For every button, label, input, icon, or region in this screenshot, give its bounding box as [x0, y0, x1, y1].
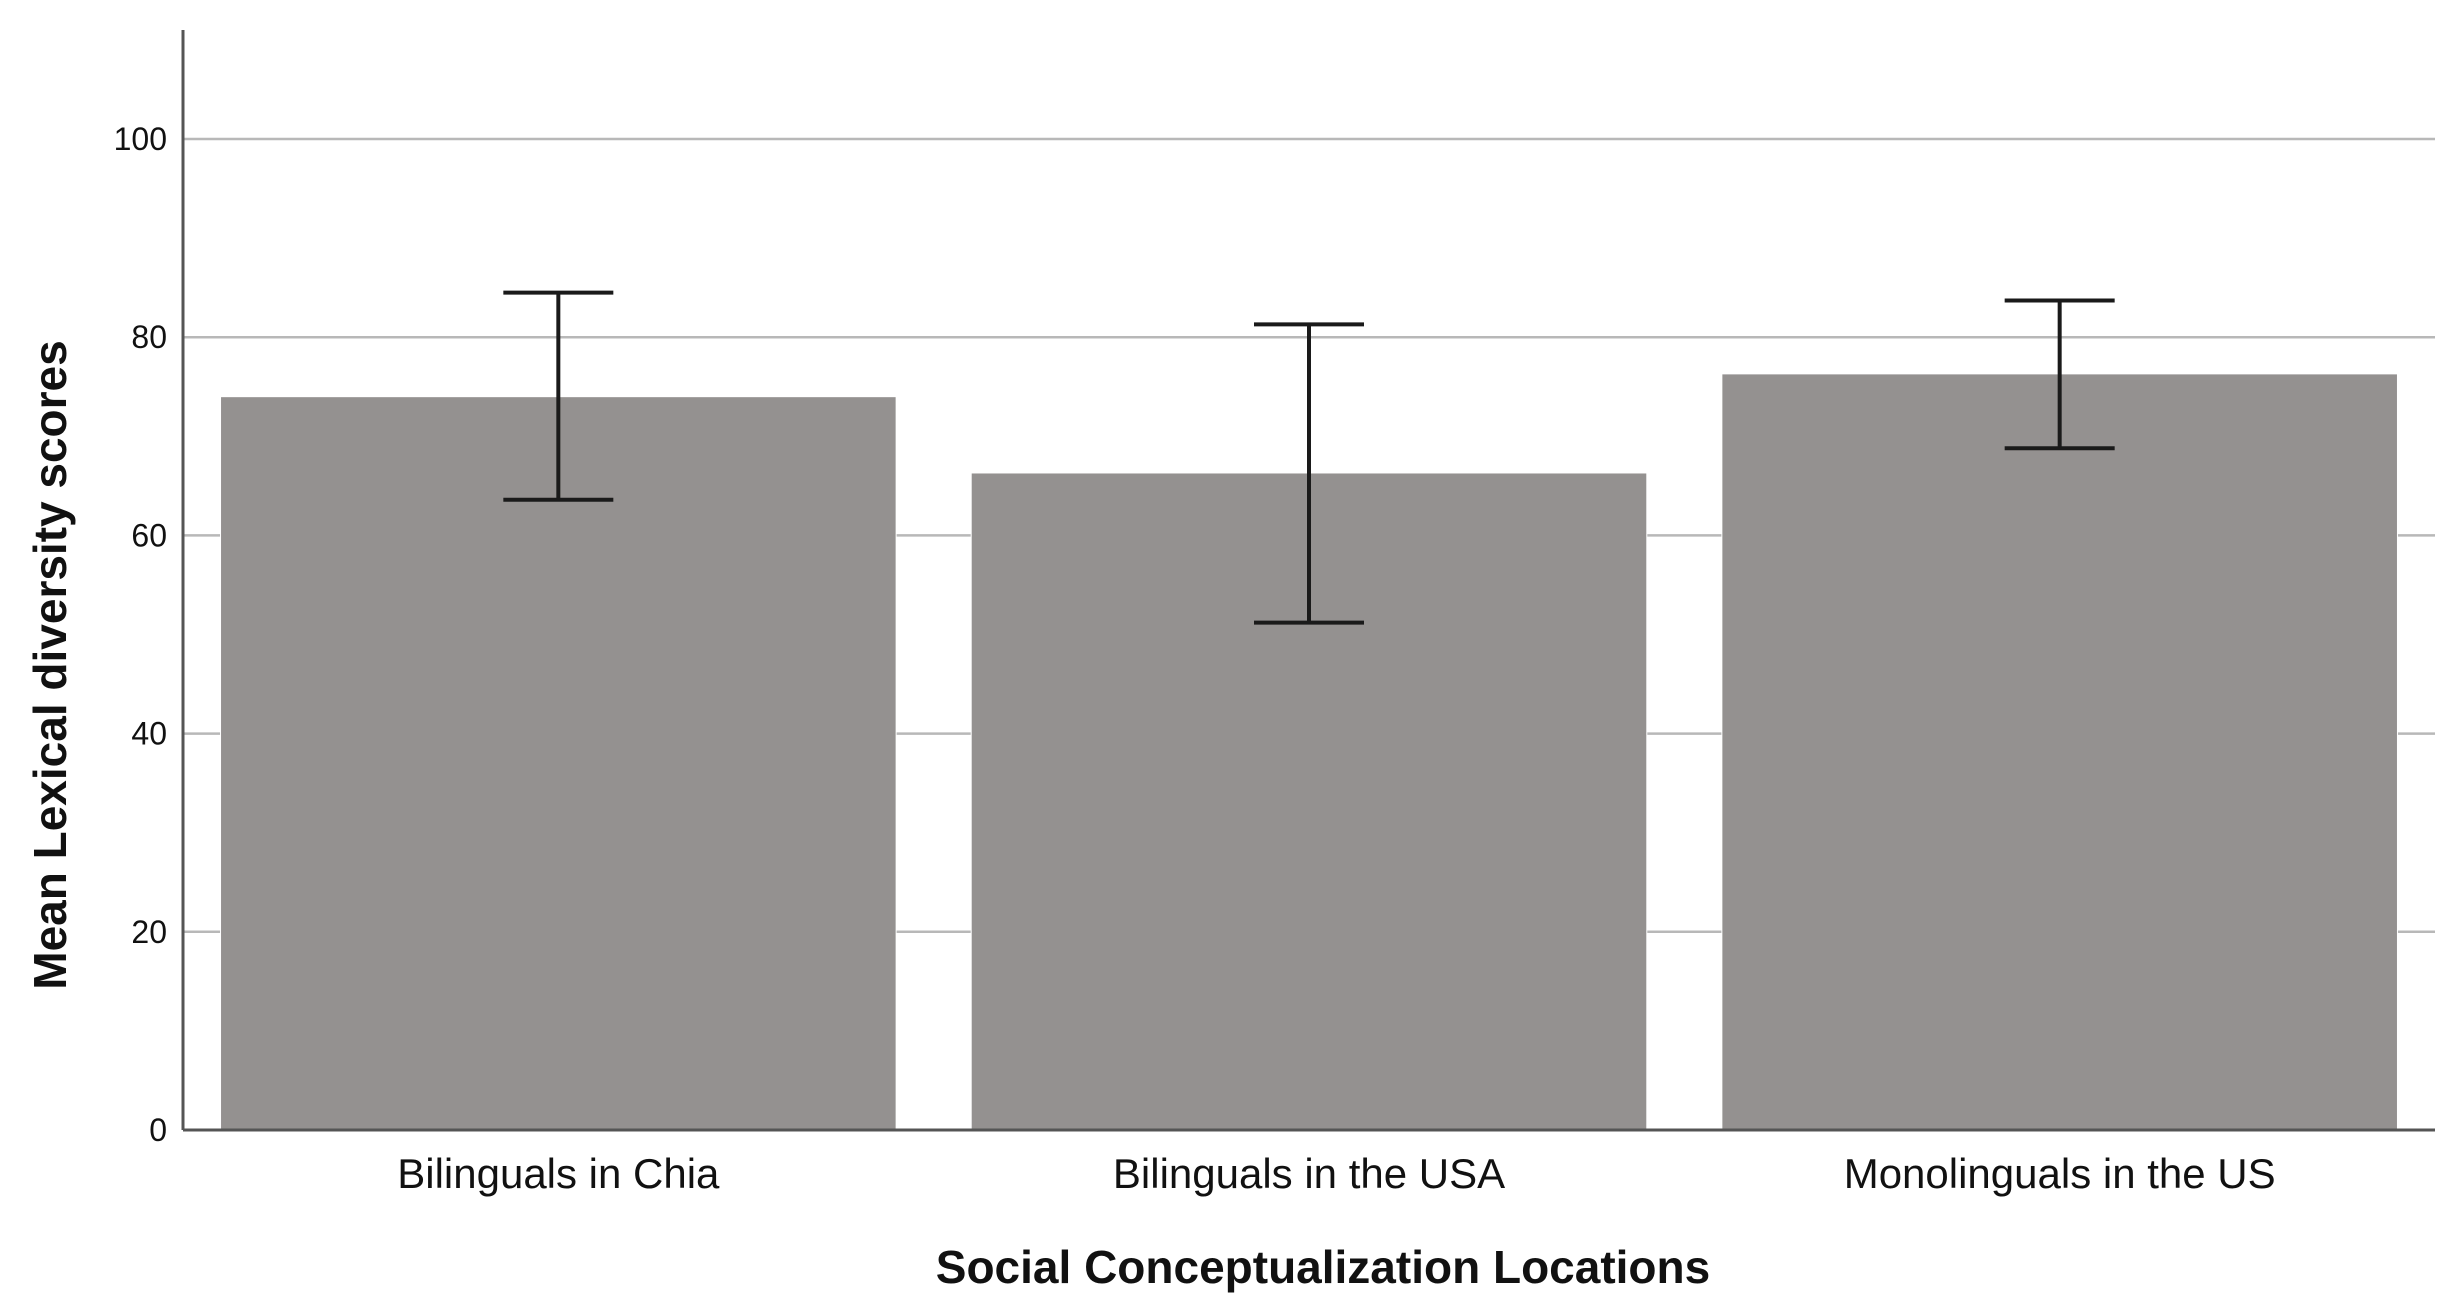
y-tick-label: 100 [114, 121, 167, 157]
y-tick-label: 0 [149, 1112, 167, 1148]
bars [220, 373, 2398, 1131]
y-tick-label: 20 [131, 914, 167, 950]
tick-labels: 0 20 40 60 80 100 Bilinguals in Chia Bilinguals… [114, 121, 2276, 1197]
axes [181, 30, 2435, 1132]
error-bars [503, 290, 2115, 625]
y-tick-label: 40 [131, 716, 167, 752]
bar [220, 396, 897, 1131]
x-tick-label: Monolinguals in the US [1844, 1150, 2276, 1197]
y-axis-title: Mean Lexical diversity scores [24, 340, 76, 989]
bar [1721, 373, 2398, 1131]
y-tick-label: 60 [131, 517, 167, 553]
bar [970, 472, 1648, 1131]
y-tick-label: 80 [131, 319, 167, 355]
x-axis-title: Social Conceptualization Locations [936, 1241, 1710, 1293]
x-tick-label: Bilinguals in Chia [397, 1150, 720, 1197]
x-tick-label: Bilinguals in the USA [1113, 1150, 1505, 1197]
